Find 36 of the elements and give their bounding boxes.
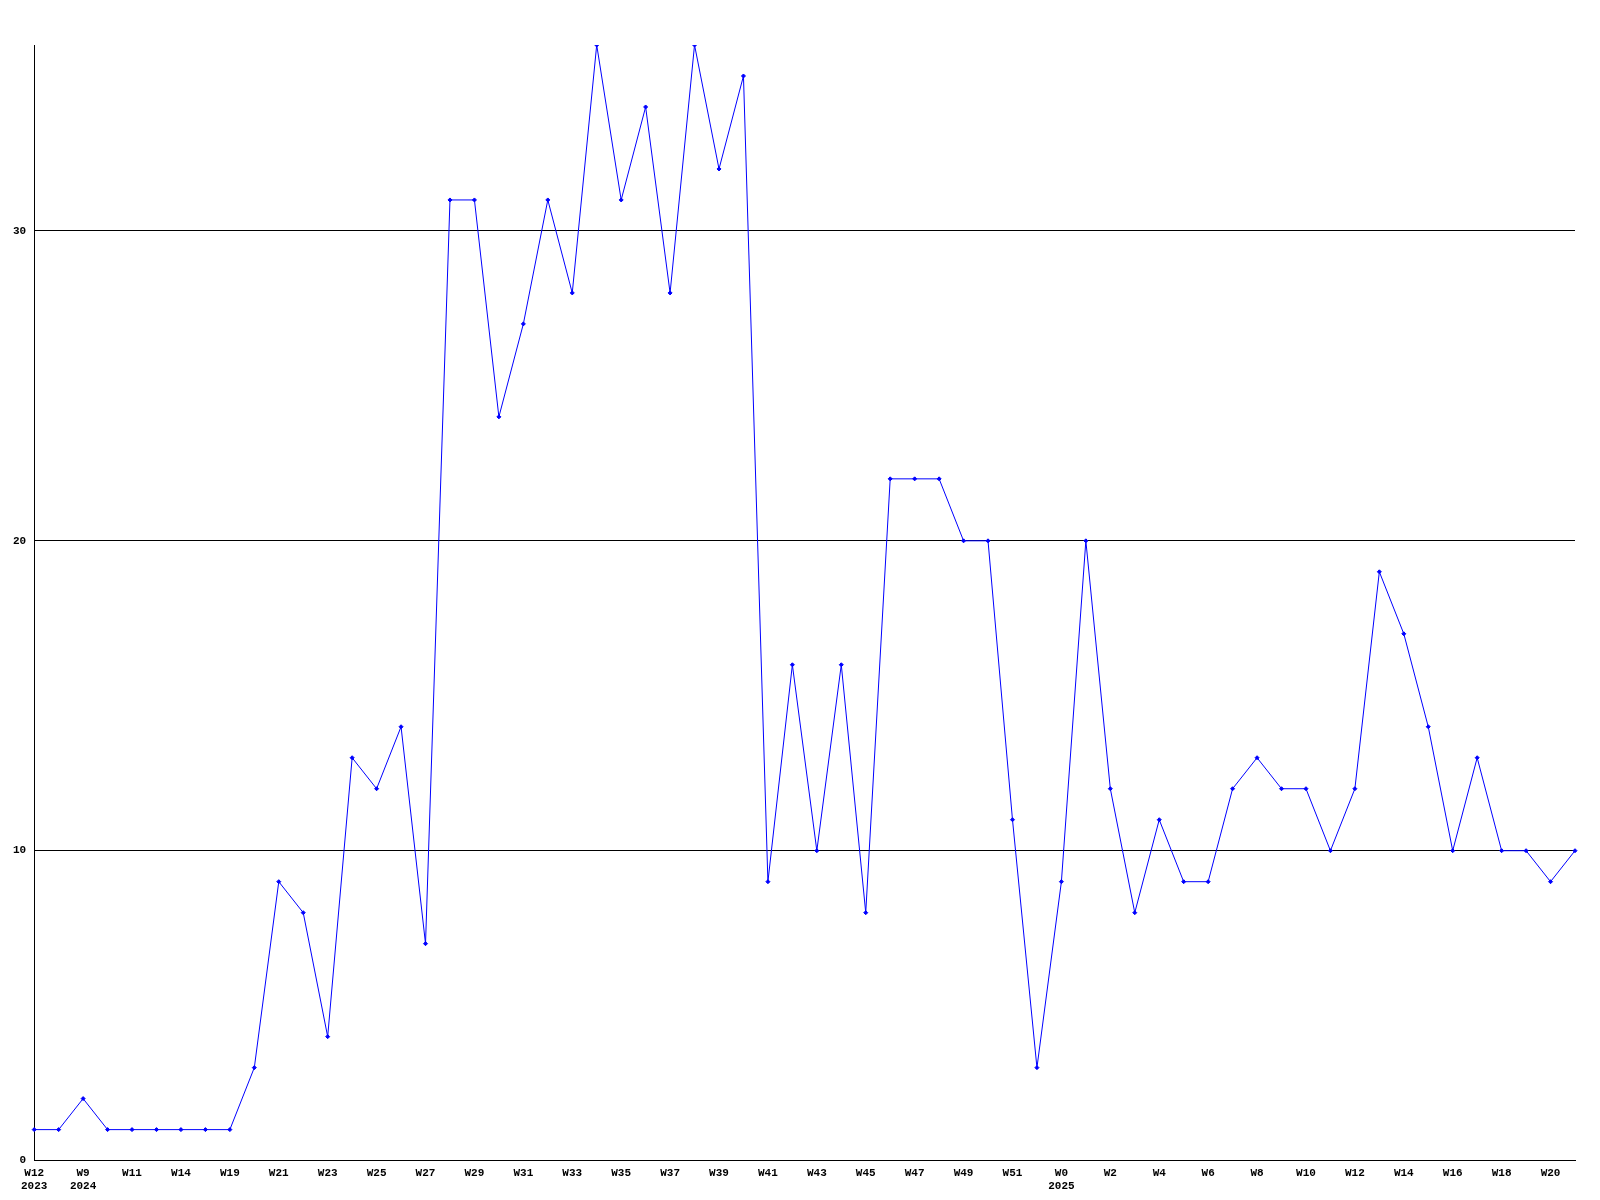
- x-tick-label: W39: [709, 1166, 729, 1179]
- x-tick-label: W29: [464, 1166, 485, 1179]
- x-tick-label: W12 2023: [21, 1166, 48, 1193]
- x-tick-label: W4: [1152, 1166, 1167, 1179]
- x-tick-label: W14: [1393, 1166, 1415, 1179]
- y-tick-label: 0: [19, 1154, 27, 1167]
- x-tick-label: W41: [758, 1166, 779, 1179]
- x-tick-label: W43: [806, 1166, 828, 1179]
- x-tick-label: W49: [953, 1166, 974, 1179]
- x-tick-label: W45: [855, 1166, 877, 1179]
- y-tick-label: 20: [13, 534, 27, 547]
- x-tick-label: W10: [1296, 1166, 1316, 1179]
- x-tick-label: W47: [904, 1166, 925, 1179]
- x-tick-label: W51: [1002, 1166, 1023, 1179]
- x-tick-label: W18: [1491, 1166, 1512, 1179]
- y-tick-label: 30: [13, 224, 27, 237]
- x-tick-label: W12: [1344, 1166, 1365, 1179]
- x-tick-label: W27: [415, 1166, 436, 1179]
- x-tick-label: W16: [1442, 1166, 1463, 1179]
- x-tick-label: W14: [171, 1166, 192, 1179]
- x-tick-label: W37: [660, 1166, 680, 1179]
- x-tick-label: W31: [513, 1166, 534, 1179]
- x-tick-label: W19: [219, 1166, 240, 1179]
- x-tick-label: W8: [1250, 1166, 1265, 1179]
- x-tick-label: W2: [1103, 1166, 1117, 1179]
- x-tick-label: W23: [317, 1166, 338, 1179]
- x-tick-label: W0 2025: [1048, 1166, 1075, 1193]
- y-tick-label: 10: [13, 844, 27, 857]
- x-tick-label: W33: [562, 1166, 583, 1179]
- x-tick-label: W20: [1540, 1166, 1561, 1179]
- x-tick-label: W6: [1201, 1166, 1215, 1179]
- x-tick-label: W9 2024: [69, 1166, 97, 1193]
- x-tick-label: W35: [611, 1166, 632, 1179]
- x-tick-label: W25: [366, 1166, 387, 1179]
- x-tick-label: W11: [122, 1166, 143, 1179]
- x-tick-label: W21: [268, 1166, 290, 1179]
